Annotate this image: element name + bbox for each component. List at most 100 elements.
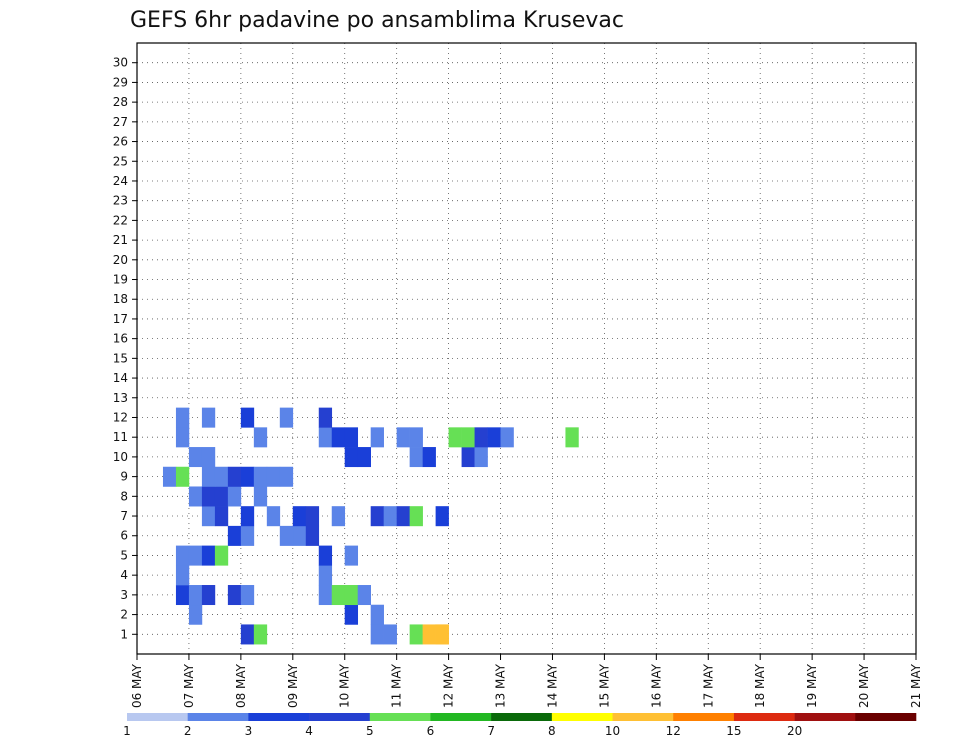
heatmap-cell <box>188 447 203 468</box>
colorbar-swatch <box>309 713 371 721</box>
x-tick-label: 20 MAY <box>857 663 871 708</box>
heatmap-cell <box>214 486 229 507</box>
colorbar-label: 3 <box>245 724 253 738</box>
y-tick-label: 11 <box>113 430 128 444</box>
colorbar-label: 4 <box>305 724 313 738</box>
heatmap-cell <box>474 427 488 448</box>
x-tick-label: 06 MAY <box>130 663 144 708</box>
heatmap-cell <box>240 466 255 487</box>
colorbar-swatch <box>491 713 553 721</box>
colorbar-swatch <box>248 713 310 721</box>
heatmap-cell <box>201 466 216 487</box>
x-tick-label: 15 MAY <box>597 663 611 708</box>
heatmap-cell <box>461 447 475 468</box>
heatmap-cell <box>422 447 436 468</box>
heatmap-cell <box>331 506 346 527</box>
y-axis: 1234567891011121314151617181920212223242… <box>113 56 137 641</box>
plot-frame <box>136 42 917 655</box>
colorbar-swatch <box>430 713 492 721</box>
heatmap-cell <box>188 486 203 507</box>
y-tick-label: 9 <box>120 470 128 484</box>
heatmap-cell <box>214 545 229 566</box>
heatmap-cell <box>214 466 229 487</box>
colorbar-label: 15 <box>726 724 741 738</box>
heatmap-cell <box>175 427 190 448</box>
y-tick-label: 26 <box>113 135 128 149</box>
y-tick-label: 8 <box>120 489 128 503</box>
colorbar-label: 1 <box>123 724 131 738</box>
y-tick-label: 17 <box>113 312 128 326</box>
heatmap-cell <box>240 506 255 527</box>
heatmap-cell <box>448 427 462 448</box>
x-tick-label: 14 MAY <box>545 663 559 708</box>
colorbar-label: 5 <box>366 724 374 738</box>
heatmap-cell <box>227 525 242 546</box>
colorbar-label: 20 <box>787 724 802 738</box>
colorbar-label: 6 <box>427 724 435 738</box>
heatmap-cell <box>201 506 216 527</box>
y-tick-label: 10 <box>113 450 128 464</box>
colorbar-swatch <box>733 713 795 721</box>
heatmap-cell <box>279 525 294 546</box>
heatmap-cell <box>318 407 333 428</box>
x-tick-label: 13 MAY <box>494 663 508 708</box>
colorbar-swatch <box>612 713 674 721</box>
colorbar-swatch <box>551 713 613 721</box>
heatmap-cell <box>396 506 410 527</box>
x-tick-label: 17 MAY <box>701 663 715 708</box>
heatmap-cell <box>344 545 359 566</box>
heatmap-cell <box>474 447 488 468</box>
y-tick-label: 16 <box>113 332 128 346</box>
heatmap-cell <box>305 525 320 546</box>
heatmap-cell <box>253 624 268 645</box>
heatmap-cell <box>188 604 203 625</box>
heatmap-cell <box>188 545 203 566</box>
colorbar-swatch <box>369 713 431 721</box>
heatmap-cell <box>227 486 242 507</box>
y-tick-label: 15 <box>113 351 128 365</box>
heatmap-cell <box>344 585 359 606</box>
colorbar: 1 2 3 4 5 6 7 8 10 12 15 20 <box>123 713 917 738</box>
x-tick-label: 16 MAY <box>649 663 663 708</box>
heatmap-cell <box>383 506 397 527</box>
y-tick-label: 1 <box>120 627 128 641</box>
heatmap-cell <box>253 466 268 487</box>
y-tick-label: 24 <box>113 174 128 188</box>
y-tick-label: 14 <box>113 371 128 385</box>
heatmap-cell <box>188 585 203 606</box>
y-tick-label: 18 <box>113 292 128 306</box>
colorbar-swatch <box>127 713 188 721</box>
y-tick-label: 29 <box>113 75 128 89</box>
heatmap-cell <box>318 565 333 586</box>
heatmap-cell <box>175 545 190 566</box>
x-tick-label: 18 MAY <box>753 663 767 708</box>
heatmap-cell <box>175 585 190 606</box>
y-tick-label: 21 <box>113 233 128 247</box>
x-tick-label: 08 MAY <box>234 663 248 708</box>
y-tick-label: 7 <box>120 509 128 523</box>
heatmap-cell <box>240 525 255 546</box>
y-tick-label: 13 <box>113 391 128 405</box>
y-tick-label: 28 <box>113 95 128 109</box>
heatmap-cell <box>175 407 190 428</box>
heatmap-cell <box>292 525 307 546</box>
heatmap-cell <box>318 427 333 448</box>
colorbar-label: 7 <box>487 724 495 738</box>
colorbar-label: 8 <box>548 724 556 738</box>
heatmap-cell <box>487 427 501 448</box>
heatmap-cell <box>201 447 216 468</box>
heatmap-cell <box>331 585 346 606</box>
heatmap-cell <box>409 447 423 468</box>
heatmap-cell <box>201 585 216 606</box>
heatmap-cell <box>565 427 579 448</box>
chart-title: GEFS 6hr padavine po ansamblima Krusevac <box>130 8 624 33</box>
colorbar-swatch <box>794 713 856 721</box>
y-tick-label: 20 <box>113 253 128 267</box>
x-tick-label: 09 MAY <box>286 663 300 708</box>
heatmap-cell <box>318 545 333 566</box>
colorbar-swatch <box>673 713 735 721</box>
heatmap-cell <box>370 624 384 645</box>
y-tick-label: 2 <box>120 608 128 622</box>
y-tick-label: 6 <box>120 529 128 543</box>
